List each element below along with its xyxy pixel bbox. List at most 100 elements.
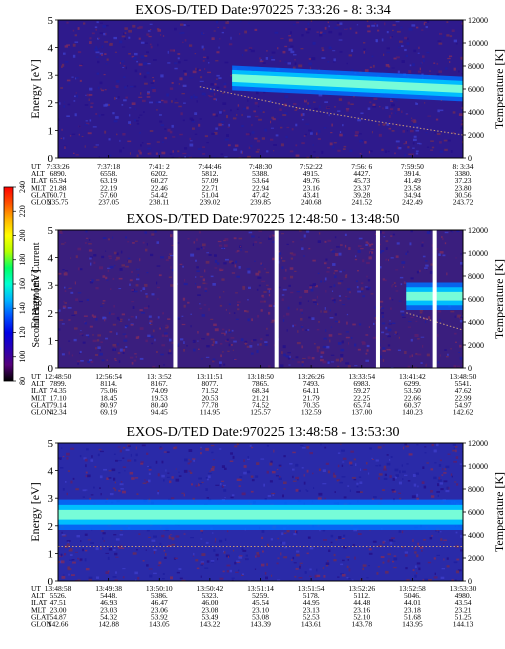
spectrogram-cell [416, 444, 419, 446]
spectrogram-cell [114, 51, 117, 53]
spectrogram-cell [460, 262, 463, 265]
spectrogram-cell [159, 120, 163, 123]
spectrogram-cell [125, 236, 127, 239]
spectrogram-cell [166, 93, 169, 97]
spectrogram-cell [291, 559, 293, 561]
spectrogram-cell [314, 574, 317, 578]
spectrogram-cell [73, 338, 77, 342]
spectrogram-cell [429, 270, 433, 274]
spectrogram-cell [155, 101, 160, 104]
ephemeris-value: 18.45 [100, 393, 117, 402]
spectrogram-cell [84, 145, 86, 148]
spectrogram-cell [372, 540, 377, 543]
spectrogram-cell [165, 469, 167, 472]
ephemeris-value: 23.08 [201, 605, 218, 614]
spectrogram-cell [260, 309, 263, 312]
spectrogram-cell [167, 62, 171, 64]
data-gap [173, 230, 178, 368]
spectrogram-cell [175, 535, 180, 538]
spectrogram-cell [115, 97, 118, 100]
spectrogram-cell [211, 344, 214, 346]
spectrogram-cell [133, 359, 137, 362]
spectrogram-cell [148, 318, 150, 320]
spectrogram-cell [167, 50, 169, 54]
spectrogram-cell [426, 231, 431, 234]
spectrogram-cell [64, 286, 66, 289]
spectrogram-cell [389, 322, 391, 325]
spectrogram-cell [102, 275, 106, 278]
spectrogram-cell [378, 123, 380, 126]
spectrogram-cell [309, 452, 313, 455]
spectrogram-cell [95, 318, 98, 321]
ephemeris-value: 80.40 [151, 400, 168, 409]
spectrogram-cell [356, 482, 359, 485]
spectrogram-cell [61, 534, 66, 536]
spectrogram-cell [174, 27, 177, 31]
spectrogram-cell [423, 485, 427, 489]
spectrogram-cell [279, 476, 281, 478]
spectrogram-cell [161, 99, 164, 102]
spectrogram-cell [269, 480, 273, 483]
ephemeris-value: 5388. [252, 169, 269, 178]
spectrogram-cell [62, 574, 65, 576]
spectrogram-cell [385, 64, 390, 67]
spectrogram-cell [69, 135, 72, 137]
spectrogram-cell [440, 538, 443, 541]
spectrogram-cell [171, 100, 173, 103]
spectrogram-cell [162, 578, 165, 580]
temperature-tick-label: 4000 [468, 318, 484, 327]
spectrogram-cell [368, 565, 370, 567]
spectrogram-cell [385, 106, 389, 109]
temperature-tick-label: 4000 [468, 108, 484, 117]
ephemeris-value: 47.51 [50, 598, 67, 607]
spectrogram-cell [369, 66, 373, 68]
spectrogram-cell [447, 353, 449, 356]
spectrogram-cell [200, 246, 203, 249]
spectrogram-cell [391, 322, 396, 324]
spectrogram-cell [226, 134, 229, 137]
spectrogram-cell [75, 255, 78, 259]
ephemeris-value: 54.42 [151, 190, 168, 199]
spectrogram-cell [387, 560, 390, 563]
spectrogram-cell [440, 576, 445, 579]
spectrogram-cell [84, 322, 87, 325]
spectrogram-cell [331, 297, 334, 300]
spectrogram-cell [366, 577, 369, 579]
spectrogram-cell [181, 492, 185, 494]
spectrogram-cell [125, 448, 130, 451]
spectrogram-cell [145, 480, 149, 483]
spectrogram-cell [106, 58, 109, 61]
spectrogram-cell [187, 155, 191, 157]
spectrogram-cell [424, 102, 426, 104]
spectrogram-cell [176, 571, 180, 574]
spectrogram-cell [396, 99, 398, 102]
spectrogram-cell [87, 335, 90, 338]
spectrogram-cell [261, 536, 264, 540]
spectrogram-cell [276, 468, 279, 471]
spectrogram-cell [333, 559, 337, 562]
spectrogram-cell [95, 28, 97, 31]
spectrogram-cell [378, 306, 383, 309]
spectrogram-cell [87, 474, 91, 478]
spectrogram-cell [361, 341, 365, 344]
spectrogram-cell [169, 480, 172, 484]
spectrogram-cell [455, 42, 458, 45]
spectrogram-cell [403, 446, 405, 450]
spectrogram-cell [82, 489, 86, 492]
spectrogram-cell [143, 75, 147, 79]
spectrogram-cell [325, 564, 329, 567]
spectrogram-cell [350, 464, 353, 466]
spectrogram-cell [128, 53, 131, 55]
spectrogram-cell [181, 323, 186, 326]
spectrogram-cell [359, 481, 363, 484]
spectrogram-cell [306, 552, 309, 555]
spectrogram-cell [339, 131, 342, 133]
spectrogram-cell [289, 463, 293, 465]
spectrogram-cell [164, 137, 167, 140]
spectrogram-cell [394, 333, 399, 335]
ephemeris-value: 43.41 [303, 190, 320, 199]
spectrogram-cell [188, 470, 192, 472]
spectrogram-cell [310, 131, 314, 133]
spectrogram-cell [268, 304, 273, 307]
spectrogram-cell [307, 28, 311, 30]
